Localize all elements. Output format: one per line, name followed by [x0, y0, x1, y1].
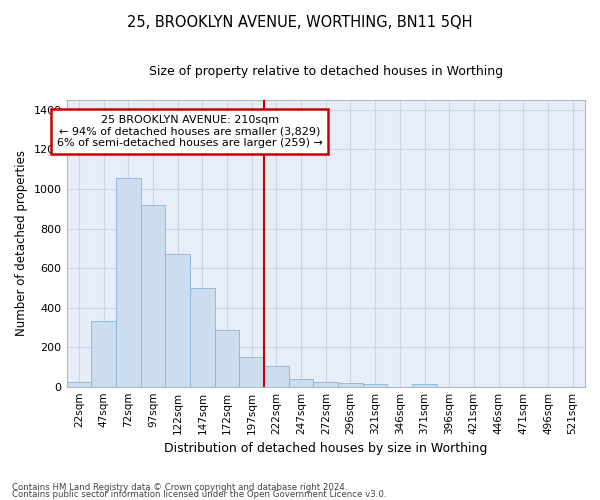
- X-axis label: Distribution of detached houses by size in Worthing: Distribution of detached houses by size …: [164, 442, 487, 455]
- Bar: [412, 384, 437, 386]
- Bar: [239, 357, 264, 386]
- Bar: [215, 330, 239, 386]
- Bar: [140, 205, 165, 386]
- Text: Contains HM Land Registry data © Crown copyright and database right 2024.: Contains HM Land Registry data © Crown c…: [12, 484, 347, 492]
- Bar: [264, 366, 289, 386]
- Bar: [289, 379, 313, 386]
- Bar: [91, 322, 116, 386]
- Text: 25 BROOKLYN AVENUE: 210sqm
← 94% of detached houses are smaller (3,829)
6% of se: 25 BROOKLYN AVENUE: 210sqm ← 94% of deta…: [57, 115, 323, 148]
- Bar: [67, 382, 91, 386]
- Bar: [363, 384, 388, 386]
- Bar: [190, 288, 215, 386]
- Bar: [313, 382, 338, 386]
- Text: Contains public sector information licensed under the Open Government Licence v3: Contains public sector information licen…: [12, 490, 386, 499]
- Text: 25, BROOKLYN AVENUE, WORTHING, BN11 5QH: 25, BROOKLYN AVENUE, WORTHING, BN11 5QH: [127, 15, 473, 30]
- Bar: [116, 178, 140, 386]
- Y-axis label: Number of detached properties: Number of detached properties: [15, 150, 28, 336]
- Bar: [165, 254, 190, 386]
- Bar: [338, 382, 363, 386]
- Title: Size of property relative to detached houses in Worthing: Size of property relative to detached ho…: [149, 65, 503, 78]
